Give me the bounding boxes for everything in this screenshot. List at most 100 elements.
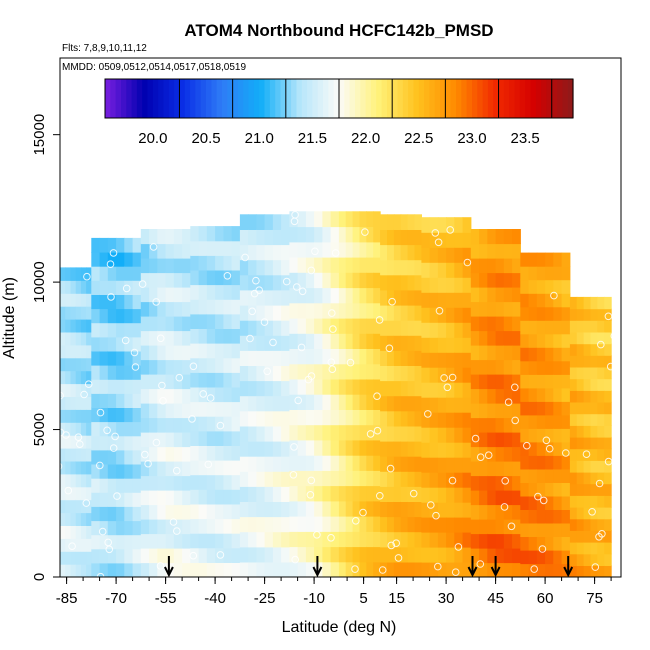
- heatmap-cell: [338, 241, 347, 258]
- heatmap-cell: [99, 506, 109, 522]
- heatmap-cell: [297, 241, 307, 258]
- heatmap-cell: [352, 226, 361, 243]
- heatmap-cell: [239, 289, 249, 306]
- heatmap-cell: [366, 318, 374, 334]
- sample-point: [74, 433, 83, 442]
- sample-point: [501, 477, 510, 485]
- heatmap-cell: [116, 294, 125, 310]
- sample-point: [539, 496, 548, 505]
- heatmap-cell: [414, 531, 422, 548]
- heatmap-cell: [380, 259, 388, 276]
- heatmap-cell: [99, 492, 109, 507]
- heatmap-cell: [86, 525, 92, 539]
- profile-markers: [164, 556, 574, 578]
- heatmap-cell: [305, 348, 315, 365]
- heatmap-cell: [345, 409, 354, 426]
- heatmap-cell: [305, 485, 315, 502]
- sample-point: [328, 309, 336, 317]
- colorbar-segment: [216, 79, 223, 118]
- heatmap-cell: [256, 441, 266, 457]
- heatmap-cell: [387, 486, 395, 502]
- heatmap-cell: [454, 337, 464, 353]
- heatmap-cell: [528, 293, 538, 308]
- heatmap-cell: [512, 258, 521, 274]
- heatmap-cell: [116, 393, 125, 408]
- heatmap-cell: [132, 492, 142, 507]
- heatmap-cell: [462, 277, 472, 293]
- heatmap-cell: [281, 350, 290, 366]
- heatmap-cell: [99, 294, 109, 310]
- heatmap-cell: [345, 394, 354, 410]
- heatmap-cell: [157, 519, 167, 535]
- sample-point: [597, 340, 605, 349]
- colorbar-segment: [445, 79, 452, 118]
- heatmap-cell: [206, 226, 216, 242]
- heatmap-cell: [352, 257, 361, 273]
- heatmap-cell: [338, 333, 347, 349]
- heatmap-cell: [65, 422, 71, 436]
- heatmap-cell: [429, 442, 439, 458]
- x-tick-label: -70: [105, 590, 127, 607]
- heatmap-cell: [512, 359, 521, 375]
- heatmap-cell: [359, 561, 367, 577]
- heatmap-cell: [190, 416, 200, 432]
- heatmap-cell: [545, 455, 554, 470]
- heatmap-cell: [116, 421, 125, 437]
- heatmap-cell: [215, 299, 224, 315]
- heatmap-cell: [352, 211, 361, 228]
- heatmap-cell: [380, 486, 388, 502]
- heatmap-cell: [165, 403, 175, 419]
- heatmap-cell: [272, 244, 282, 261]
- sample-point: [484, 451, 493, 460]
- sample-point: [152, 438, 161, 447]
- heatmap-cell: [182, 258, 191, 274]
- heatmap-cell: [561, 293, 571, 308]
- heatmap-cell: [446, 337, 455, 353]
- heatmap-cell: [604, 471, 612, 485]
- heatmap-cell: [414, 486, 422, 502]
- heatmap-cell: [198, 372, 208, 388]
- heatmap-cell: [352, 424, 361, 441]
- sample-point: [359, 508, 367, 517]
- heatmap-cell: [132, 350, 142, 366]
- heatmap-cell: [495, 272, 505, 288]
- heatmap-cell: [380, 471, 388, 487]
- heatmap-cell: [462, 487, 472, 503]
- heatmap-cell: [470, 287, 480, 303]
- heatmap-cell: [190, 284, 200, 300]
- heatmap-cell: [352, 287, 361, 304]
- heatmap-cell: [322, 455, 332, 471]
- heatmap-cell: [80, 538, 87, 552]
- heatmap-cell: [545, 441, 554, 456]
- sample-point: [297, 343, 306, 352]
- heatmap-cell: [99, 350, 109, 366]
- heatmap-cell: [387, 289, 395, 306]
- heatmap-cell: [597, 413, 605, 426]
- heatmap-cell: [65, 319, 71, 333]
- heatmap-cell: [99, 520, 109, 536]
- heatmap-cell: [99, 237, 109, 253]
- heatmap-cell: [173, 229, 183, 245]
- heatmap-cell: [248, 305, 257, 321]
- heatmap-cell: [264, 259, 274, 276]
- heatmap-cell: [173, 403, 183, 419]
- heatmap-cell: [149, 272, 158, 288]
- heatmap-cell: [380, 410, 388, 427]
- heatmap-cell: [99, 435, 109, 451]
- heatmap-cell: [454, 352, 464, 368]
- heatmap-cell: [400, 441, 409, 457]
- heatmap-cell: [99, 393, 109, 408]
- profile-marker-arrow: [312, 556, 323, 578]
- sample-point: [64, 486, 73, 495]
- heatmap-cell: [528, 495, 538, 510]
- heatmap-cell: [345, 516, 354, 532]
- heatmap-cell: [470, 301, 480, 317]
- heatmap-cell: [437, 352, 447, 368]
- heatmap-cell: [528, 468, 538, 483]
- heatmap-cell: [387, 365, 395, 382]
- heatmap-cell: [503, 504, 513, 520]
- heatmap-cell: [132, 421, 142, 437]
- heatmap-cell: [80, 551, 87, 565]
- heatmap-cell: [520, 495, 530, 510]
